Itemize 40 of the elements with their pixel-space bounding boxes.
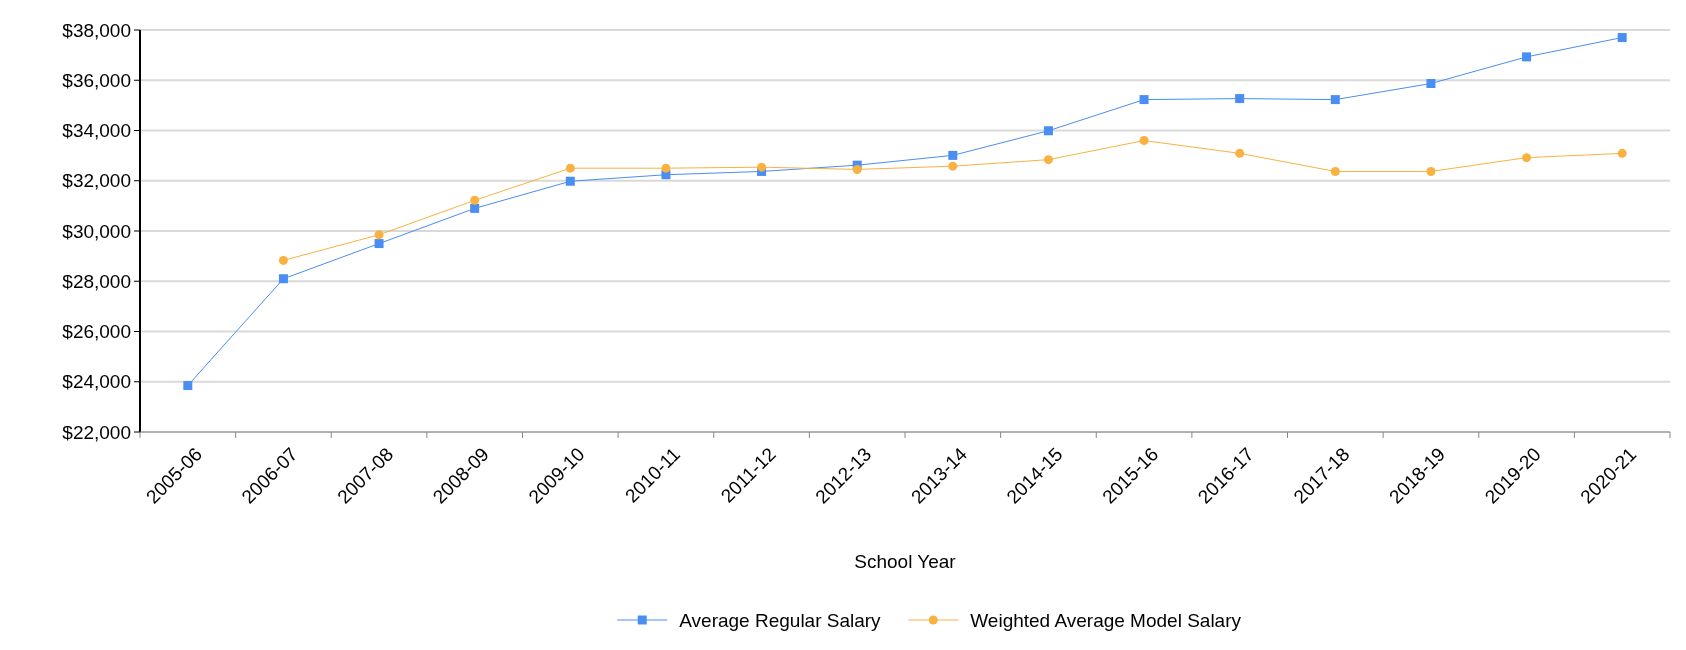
point [661,163,671,173]
y-tick-label: $38,000 [62,19,131,41]
point [1235,148,1245,158]
y-tick-label: $26,000 [62,321,131,343]
point [757,162,767,172]
legend-label: Average Regular Salary [679,609,882,631]
point [1235,94,1245,104]
point [565,163,575,173]
point [374,230,384,240]
point [1139,95,1149,105]
point [1522,52,1532,62]
point [948,150,958,160]
y-tick-label: $24,000 [62,371,131,393]
point [470,195,480,205]
y-tick-label: $32,000 [62,170,131,192]
y-tick-label: $30,000 [62,220,131,242]
point [1617,33,1627,43]
point [1426,79,1436,89]
point [1330,95,1340,105]
point [852,164,862,174]
point [278,255,288,265]
point [948,161,958,171]
y-tick-label: $28,000 [62,270,131,292]
point [1330,166,1340,176]
y-tick-label: $22,000 [62,421,131,443]
point [565,176,575,186]
point [374,239,384,249]
point [1139,136,1149,146]
y-tick-label: $34,000 [62,120,131,142]
point [1043,126,1053,136]
point [1522,153,1532,163]
point [278,274,288,284]
y-tick-label: $36,000 [62,69,131,91]
point [183,381,193,391]
point [1043,155,1053,165]
point [470,203,480,213]
point [1426,166,1436,176]
x-axis-title: School Year [854,551,957,572]
legend-label: Weighted Average Model Salary [970,609,1242,631]
point [1617,148,1627,158]
